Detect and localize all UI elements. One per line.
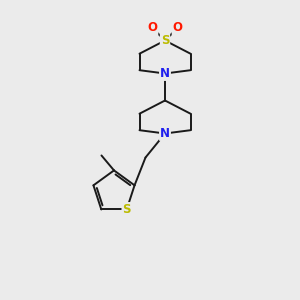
Text: N: N <box>160 127 170 140</box>
Text: N: N <box>160 67 170 80</box>
Text: O: O <box>172 21 183 34</box>
Text: S: S <box>161 34 169 47</box>
Text: S: S <box>122 203 131 216</box>
Text: O: O <box>147 21 158 34</box>
